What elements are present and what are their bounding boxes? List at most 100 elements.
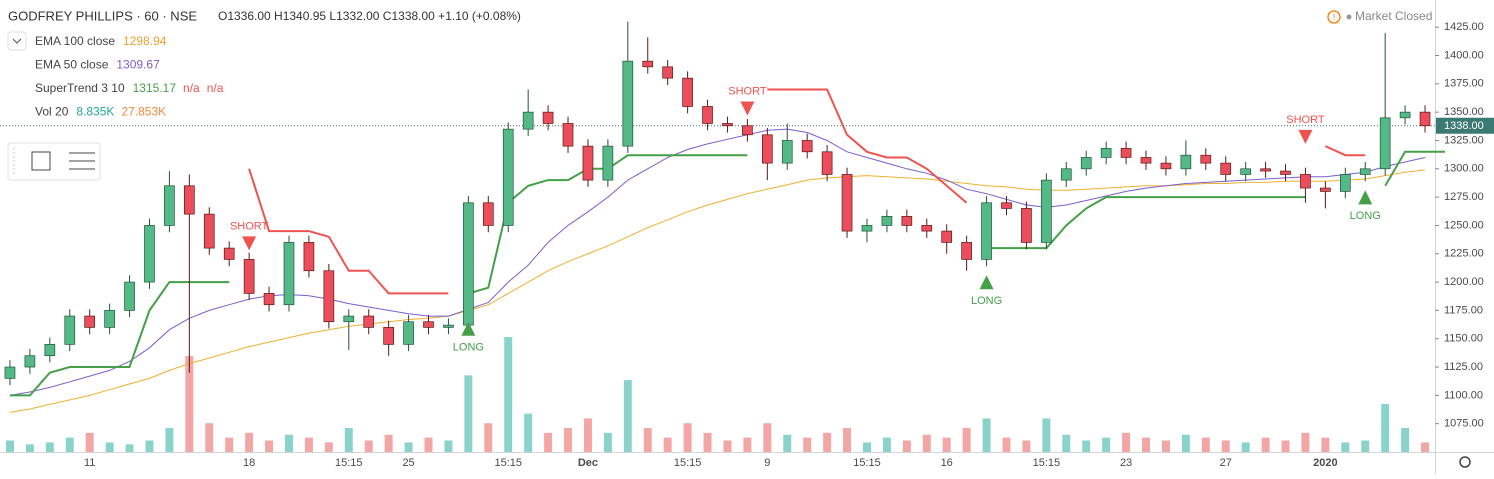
rect-tool[interactable] bbox=[31, 151, 51, 171]
candle-body bbox=[702, 106, 713, 124]
y-tick-label: 1125.00 bbox=[1444, 361, 1483, 373]
candle-body bbox=[542, 111, 554, 124]
candle-body bbox=[1140, 157, 1152, 164]
y-tick-label: 1400.00 bbox=[1444, 49, 1484, 61]
volume-bar bbox=[1281, 440, 1290, 452]
collapse-button[interactable] bbox=[7, 31, 27, 51]
candle-body bbox=[482, 202, 494, 226]
x-tick-label: 27 bbox=[1220, 457, 1232, 469]
volume-bar bbox=[304, 437, 313, 452]
y-tick-label: 1375.00 bbox=[1444, 78, 1484, 90]
drawing-toolbar bbox=[7, 142, 101, 181]
volume-bar bbox=[1421, 442, 1430, 452]
y-tick-label: 1425.00 bbox=[1444, 21, 1484, 33]
volume-bar bbox=[464, 375, 473, 452]
signal-label: LONG bbox=[1350, 210, 1381, 222]
volume-bar bbox=[285, 434, 293, 452]
volume-bar bbox=[862, 442, 871, 452]
x-tick-label: 25 bbox=[402, 457, 414, 469]
candle-body bbox=[662, 66, 674, 79]
candle-body bbox=[1260, 168, 1271, 172]
last-price-label: 1338.00 bbox=[1444, 120, 1484, 132]
volume-bar bbox=[404, 442, 413, 452]
candle-body bbox=[582, 145, 594, 181]
candle-body bbox=[263, 293, 275, 306]
market-status: Market Closed bbox=[1355, 9, 1432, 23]
signal-label: SHORT bbox=[728, 85, 767, 97]
candle-body bbox=[164, 185, 175, 226]
ohlc: O1336.00 H1340.95 L1332.00 C1338.00 +1.1… bbox=[218, 9, 521, 23]
volume-bar bbox=[1401, 428, 1410, 452]
candle-body bbox=[921, 225, 933, 232]
candle-body bbox=[961, 242, 972, 260]
candle-body bbox=[44, 344, 56, 357]
candle-body bbox=[761, 134, 773, 164]
x-tick-label: 23 bbox=[1120, 457, 1132, 469]
ema-line bbox=[9, 169, 1426, 413]
candle-body bbox=[84, 315, 96, 328]
plot: SHORT LONG SHORT LONG SHORT LONG bbox=[0, 21, 1445, 452]
candle-body bbox=[522, 111, 534, 130]
volume-bar bbox=[1122, 432, 1131, 452]
legend-name: Vol 20 bbox=[35, 105, 69, 119]
candle-body bbox=[1419, 111, 1431, 127]
volume-bar bbox=[703, 432, 712, 452]
volume-bar bbox=[982, 418, 991, 452]
volume-bar bbox=[564, 428, 573, 452]
volume-bar bbox=[1142, 437, 1150, 452]
settings-gear[interactable] bbox=[1459, 456, 1471, 468]
candle-body bbox=[104, 310, 115, 328]
x-tick-label: 9 bbox=[764, 457, 770, 469]
volume-bar bbox=[723, 440, 732, 452]
legend-value: 27.853K bbox=[121, 105, 166, 119]
volume-bar bbox=[603, 432, 612, 452]
alert-icon[interactable] bbox=[1327, 10, 1341, 24]
settings-tool[interactable] bbox=[69, 152, 95, 170]
volume-bar bbox=[583, 418, 592, 452]
candle-body bbox=[1399, 111, 1411, 119]
volume-bar bbox=[643, 428, 652, 452]
x-tick-label: 15:15 bbox=[674, 457, 702, 469]
status-dot bbox=[1346, 14, 1352, 20]
candle-body bbox=[682, 77, 693, 107]
short-arrow bbox=[242, 236, 257, 251]
candle-body bbox=[64, 315, 76, 345]
candle-body bbox=[941, 230, 953, 243]
volume-bar bbox=[364, 440, 373, 452]
candle-body bbox=[1080, 157, 1092, 170]
volume-bar bbox=[683, 423, 692, 452]
volume-bar bbox=[902, 440, 911, 452]
candle-body bbox=[742, 125, 753, 136]
candle-body bbox=[861, 225, 873, 232]
x-tick-label: 15:15 bbox=[853, 457, 881, 469]
supertrend-line bbox=[248, 88, 1366, 295]
volume-bar bbox=[1082, 440, 1091, 452]
volume-bar bbox=[843, 428, 852, 452]
volume-bar bbox=[783, 434, 792, 452]
x-tick-label: 16 bbox=[941, 457, 953, 469]
volume-bar bbox=[324, 442, 333, 452]
volume-bar bbox=[1002, 437, 1011, 452]
volume-bar bbox=[125, 444, 134, 452]
candle-body bbox=[443, 324, 454, 328]
legend: EMA 100 close 1298.94 EMA 50 close 1309.67 S… bbox=[35, 34, 224, 119]
volume-bar bbox=[1181, 434, 1190, 452]
volume-bar bbox=[205, 423, 214, 452]
signal-label: SHORT bbox=[230, 220, 269, 232]
candle-body bbox=[243, 259, 255, 294]
candle-body bbox=[423, 321, 434, 328]
volume-bar bbox=[922, 434, 931, 452]
candle-body bbox=[1060, 168, 1072, 181]
volume-bar bbox=[85, 432, 94, 452]
candle-body bbox=[901, 216, 913, 226]
symbol: GODFREY PHILLIPS · 60 · NSE bbox=[8, 8, 197, 23]
y-tick-label: 1200.00 bbox=[1444, 276, 1484, 288]
y-tick-label: 1075.00 bbox=[1444, 418, 1484, 430]
candle-body bbox=[1240, 168, 1251, 175]
long-arrow bbox=[979, 275, 994, 290]
volume-bar bbox=[1301, 432, 1310, 452]
candle-body bbox=[1220, 162, 1232, 175]
volume-bar bbox=[823, 432, 832, 452]
candle-body bbox=[124, 281, 135, 311]
